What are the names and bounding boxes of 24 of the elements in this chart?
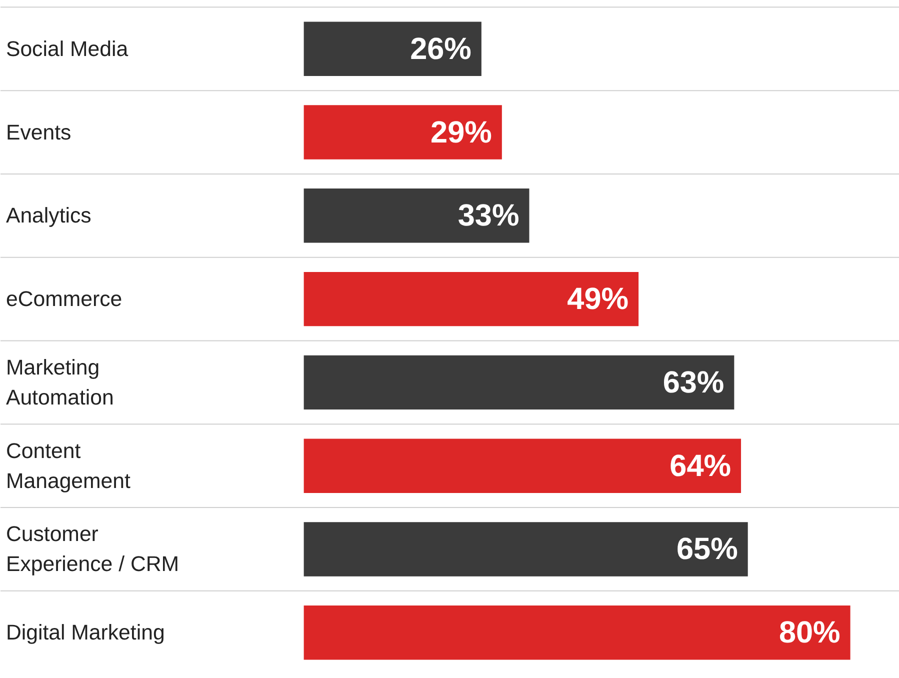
- y-tick-label: Customer Experience / CRM: [6, 522, 180, 576]
- bar: [304, 355, 734, 410]
- data-label: 63%: [662, 365, 724, 400]
- y-tick-label: Analytics: [6, 204, 92, 228]
- data-label: 65%: [676, 532, 738, 566]
- bar: [304, 272, 639, 326]
- y-tick-label: Content Management: [6, 438, 131, 493]
- data-label: 33%: [458, 198, 520, 233]
- bar: [304, 188, 530, 243]
- y-tick-label: Events: [6, 120, 72, 144]
- y-tick-label: Marketing Automation: [6, 355, 114, 410]
- y-tick-label: Digital Marketing: [6, 620, 165, 645]
- bar: [304, 105, 502, 160]
- bar: [304, 22, 482, 76]
- data-label: 29%: [430, 115, 492, 150]
- data-label: 49%: [567, 282, 629, 316]
- data-label: 80%: [778, 616, 840, 650]
- y-tick-label: eCommerce: [6, 287, 122, 312]
- data-label: 26%: [410, 32, 472, 66]
- y-tick-label: Social Media: [6, 36, 128, 61]
- bar: [304, 606, 850, 660]
- bar: [304, 522, 748, 576]
- bar: [304, 438, 742, 493]
- data-label: 64%: [670, 448, 732, 483]
